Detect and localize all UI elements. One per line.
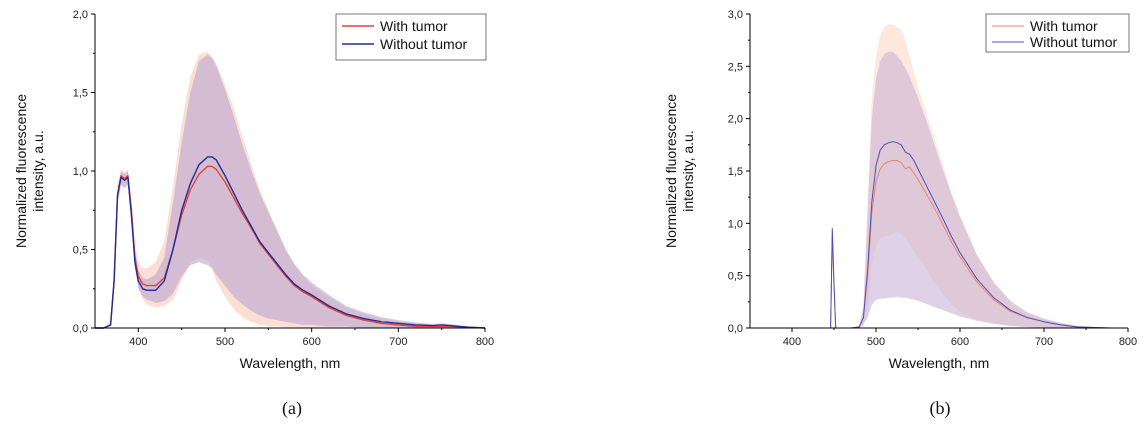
chart-panel-a: 400 500 600 700 800 0,0 0,5 1,0 1,5 2,0 Wavelength… <box>13 9 494 419</box>
legend-entry-2: Without tumor <box>380 36 467 52</box>
x-tick-label: 400 <box>783 336 801 348</box>
legend-box <box>985 13 1130 53</box>
y-axis-label-line-1: Normalized fluorescence <box>663 94 679 248</box>
confidence-band-2 <box>95 54 485 329</box>
y-axis-label-line-2: intensity, a.u. <box>30 130 46 211</box>
x-tick-label: 400 <box>129 336 147 348</box>
y-tick-label: 1,0 <box>728 218 743 230</box>
x-tick-label: 800 <box>476 336 494 348</box>
series-line-2 <box>95 156 486 329</box>
panel-label: (b) <box>930 398 951 419</box>
x-tick-label: 500 <box>216 336 234 348</box>
x-tick-label: 700 <box>1035 336 1053 348</box>
y-tick-label: 2,0 <box>728 114 743 126</box>
y-tick-label: 2,0 <box>73 9 88 21</box>
y-tick-label: 1,5 <box>73 88 88 100</box>
y-tick-label: 1,5 <box>728 166 743 178</box>
x-axis-label: Wavelength, nm <box>240 355 341 371</box>
confidence-band-2 <box>750 51 1128 328</box>
legend-box <box>335 13 487 61</box>
x-tick-label: 600 <box>951 336 969 348</box>
y-tick-label: 0,0 <box>73 323 88 335</box>
y-tick-label: 0,5 <box>73 245 88 257</box>
panel-label: (a) <box>282 398 302 419</box>
y-tick-label: 0,5 <box>728 271 743 283</box>
y-tick-label: 1,0 <box>73 166 88 178</box>
legend-entry-1: With tumor <box>1030 18 1098 34</box>
x-tick-label: 700 <box>389 336 407 348</box>
legend-entry-1: With tumor <box>380 18 448 34</box>
y-tick-label: 2,5 <box>728 61 743 73</box>
x-axis-label: Wavelength, nm <box>889 355 990 371</box>
legend-entry-2: Without tumor <box>1030 34 1117 50</box>
x-tick-label: 800 <box>1119 336 1137 348</box>
y-axis-label-line-2: intensity, a.u. <box>680 130 696 211</box>
y-axis-label-line-1: Normalized fluorescence <box>13 94 29 248</box>
chart-panel-b: 400 500 600 700 800 0,0 0,5 1,0 1,5 2,0 2,5 3,0 Wave… <box>663 9 1137 419</box>
y-tick-label: 3,0 <box>728 9 743 21</box>
x-tick-label: 500 <box>867 336 885 348</box>
y-tick-label: 0,0 <box>728 323 743 335</box>
x-tick-label: 600 <box>302 336 320 348</box>
